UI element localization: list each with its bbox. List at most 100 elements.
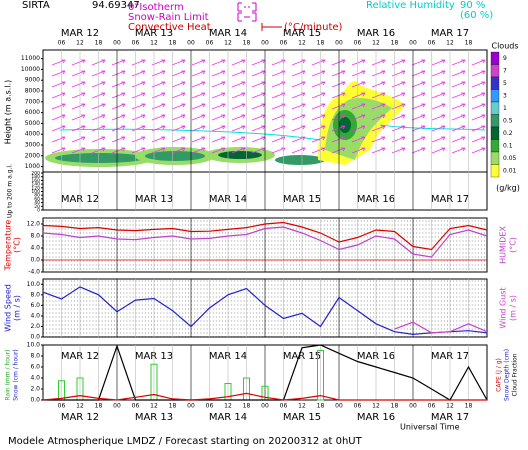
day-label: MAR 14: [209, 28, 247, 39]
y-tick-label: 0.0: [30, 397, 40, 404]
x-tick-label: 12: [446, 40, 454, 47]
wind-arrow: [451, 70, 466, 77]
day-label: MAR 13: [135, 412, 173, 423]
y-tick-label: 12.0: [27, 221, 41, 228]
wind-arrow: [171, 114, 186, 121]
wind-arrow: [311, 81, 326, 88]
wind-arrow: [371, 92, 386, 99]
wind-arrow: [191, 92, 206, 99]
wind-arrow: [251, 114, 266, 121]
wind-arrows: [51, 59, 486, 154]
wind-arrow: [471, 92, 486, 99]
legend-rh-high: 90 %: [460, 0, 485, 11]
y-tick-label: 5000: [25, 120, 40, 127]
wind-arrow: [211, 70, 226, 77]
wind-arrow: [251, 103, 266, 110]
wind-arrow: [311, 136, 326, 143]
wind-arrow: [131, 114, 146, 121]
wind-arrow: [231, 70, 246, 77]
wind-arrow: [371, 114, 386, 121]
y2-axis-title: CAPE (J / g): [496, 358, 503, 392]
wind-arrow: [71, 125, 86, 132]
y-tick-label: 10.0: [27, 342, 41, 349]
wind-arrow: [471, 103, 486, 110]
y-tick-label: 11000: [21, 55, 40, 62]
wind-arrow: [371, 103, 386, 110]
wind-arrow: [171, 81, 186, 88]
y-tick-label: 0.0: [30, 334, 40, 341]
colorbar-label: 0.05: [503, 155, 517, 162]
y2-axis-unit: (°C): [509, 237, 518, 253]
wind-arrow: [451, 81, 466, 88]
x-tick-label: 18: [391, 40, 399, 47]
wind-arrow: [431, 103, 446, 110]
colorbar-label: 0.01: [503, 167, 517, 174]
x-tick-label: 18: [95, 403, 103, 410]
wind-arrow: [251, 147, 266, 154]
y2-tick-label: 60: [34, 196, 40, 202]
y-axis-unit: (m / s): [13, 295, 22, 321]
y-tick-label: 6.0: [30, 302, 40, 309]
x-tick-label: 06: [280, 40, 288, 47]
wind-arrow: [191, 81, 206, 88]
y-tick-label: 10000: [21, 66, 40, 73]
y-tick-label: 3000: [25, 142, 40, 149]
wind-arrow: [111, 59, 126, 66]
day-label: MAR 14: [209, 412, 247, 423]
x-tick-label: 18: [169, 40, 177, 47]
colorbar-unit: (g/kg): [496, 184, 520, 193]
rain-bar: [317, 350, 324, 401]
y-tick-label: 4000: [25, 131, 40, 138]
wind-arrow: [431, 125, 446, 132]
day-label: MAR 17: [431, 28, 469, 39]
wind-arrow: [291, 147, 306, 154]
colorbar-label: 0.1: [503, 142, 513, 149]
y-tick-label: 8000: [25, 88, 40, 95]
wind-arrow: [131, 103, 146, 110]
wind-arrow: [451, 147, 466, 154]
y-tick-label: 8.0: [30, 233, 40, 240]
colorbar-label: 5: [503, 80, 507, 87]
wind-arrow: [231, 114, 246, 121]
wind-arrow: [331, 92, 346, 99]
x-tick-label: 00: [113, 40, 121, 47]
y2-axis-unit: (m / s): [509, 295, 518, 321]
x-tick-label: 00: [261, 403, 269, 410]
wind-arrow: [71, 103, 86, 110]
x-tick-label: 06: [354, 403, 362, 410]
wind-arrow: [251, 125, 266, 132]
wind-arrow: [191, 103, 206, 110]
wind-arrow: [131, 136, 146, 143]
y-tick-label: 6000: [25, 109, 40, 116]
wind-arrow: [411, 103, 426, 110]
y2-tick-label: 0: [37, 208, 40, 214]
y-tick-label: 4.0: [30, 245, 40, 252]
wind-arrow: [391, 125, 406, 132]
y-tick-label: 8.0: [30, 291, 40, 298]
colorbar-cell: [490, 89, 500, 103]
y-tick-label: 2.0: [30, 386, 40, 393]
wind-arrow: [351, 125, 366, 132]
wind-arrow: [351, 70, 366, 77]
wind-arrow: [111, 125, 126, 132]
wind-arrow: [111, 81, 126, 88]
x-tick-label: 12: [150, 403, 158, 410]
wind-arrow: [471, 59, 486, 66]
y2-tick-label: 20: [34, 204, 40, 210]
wind-arrow: [331, 59, 346, 66]
x-tick-label: 18: [243, 40, 251, 47]
wind-arrow: [211, 114, 226, 121]
wind-arrow: [251, 136, 266, 143]
y-tick-label: 0.0: [30, 257, 40, 264]
wind-arrow: [71, 136, 86, 143]
wind-arrow: [351, 114, 366, 121]
y2-tick-label: 120: [31, 185, 40, 191]
wind-arrow: [191, 70, 206, 77]
wind-arrow: [71, 59, 86, 66]
wind-arrow: [231, 136, 246, 143]
x-tick-label: 06: [132, 40, 140, 47]
legend-snow-rain: Snow-Rain Limit: [128, 12, 209, 23]
wind-arrow: [171, 59, 186, 66]
wind-arrow: [391, 81, 406, 88]
wind-arrow: [291, 103, 306, 110]
